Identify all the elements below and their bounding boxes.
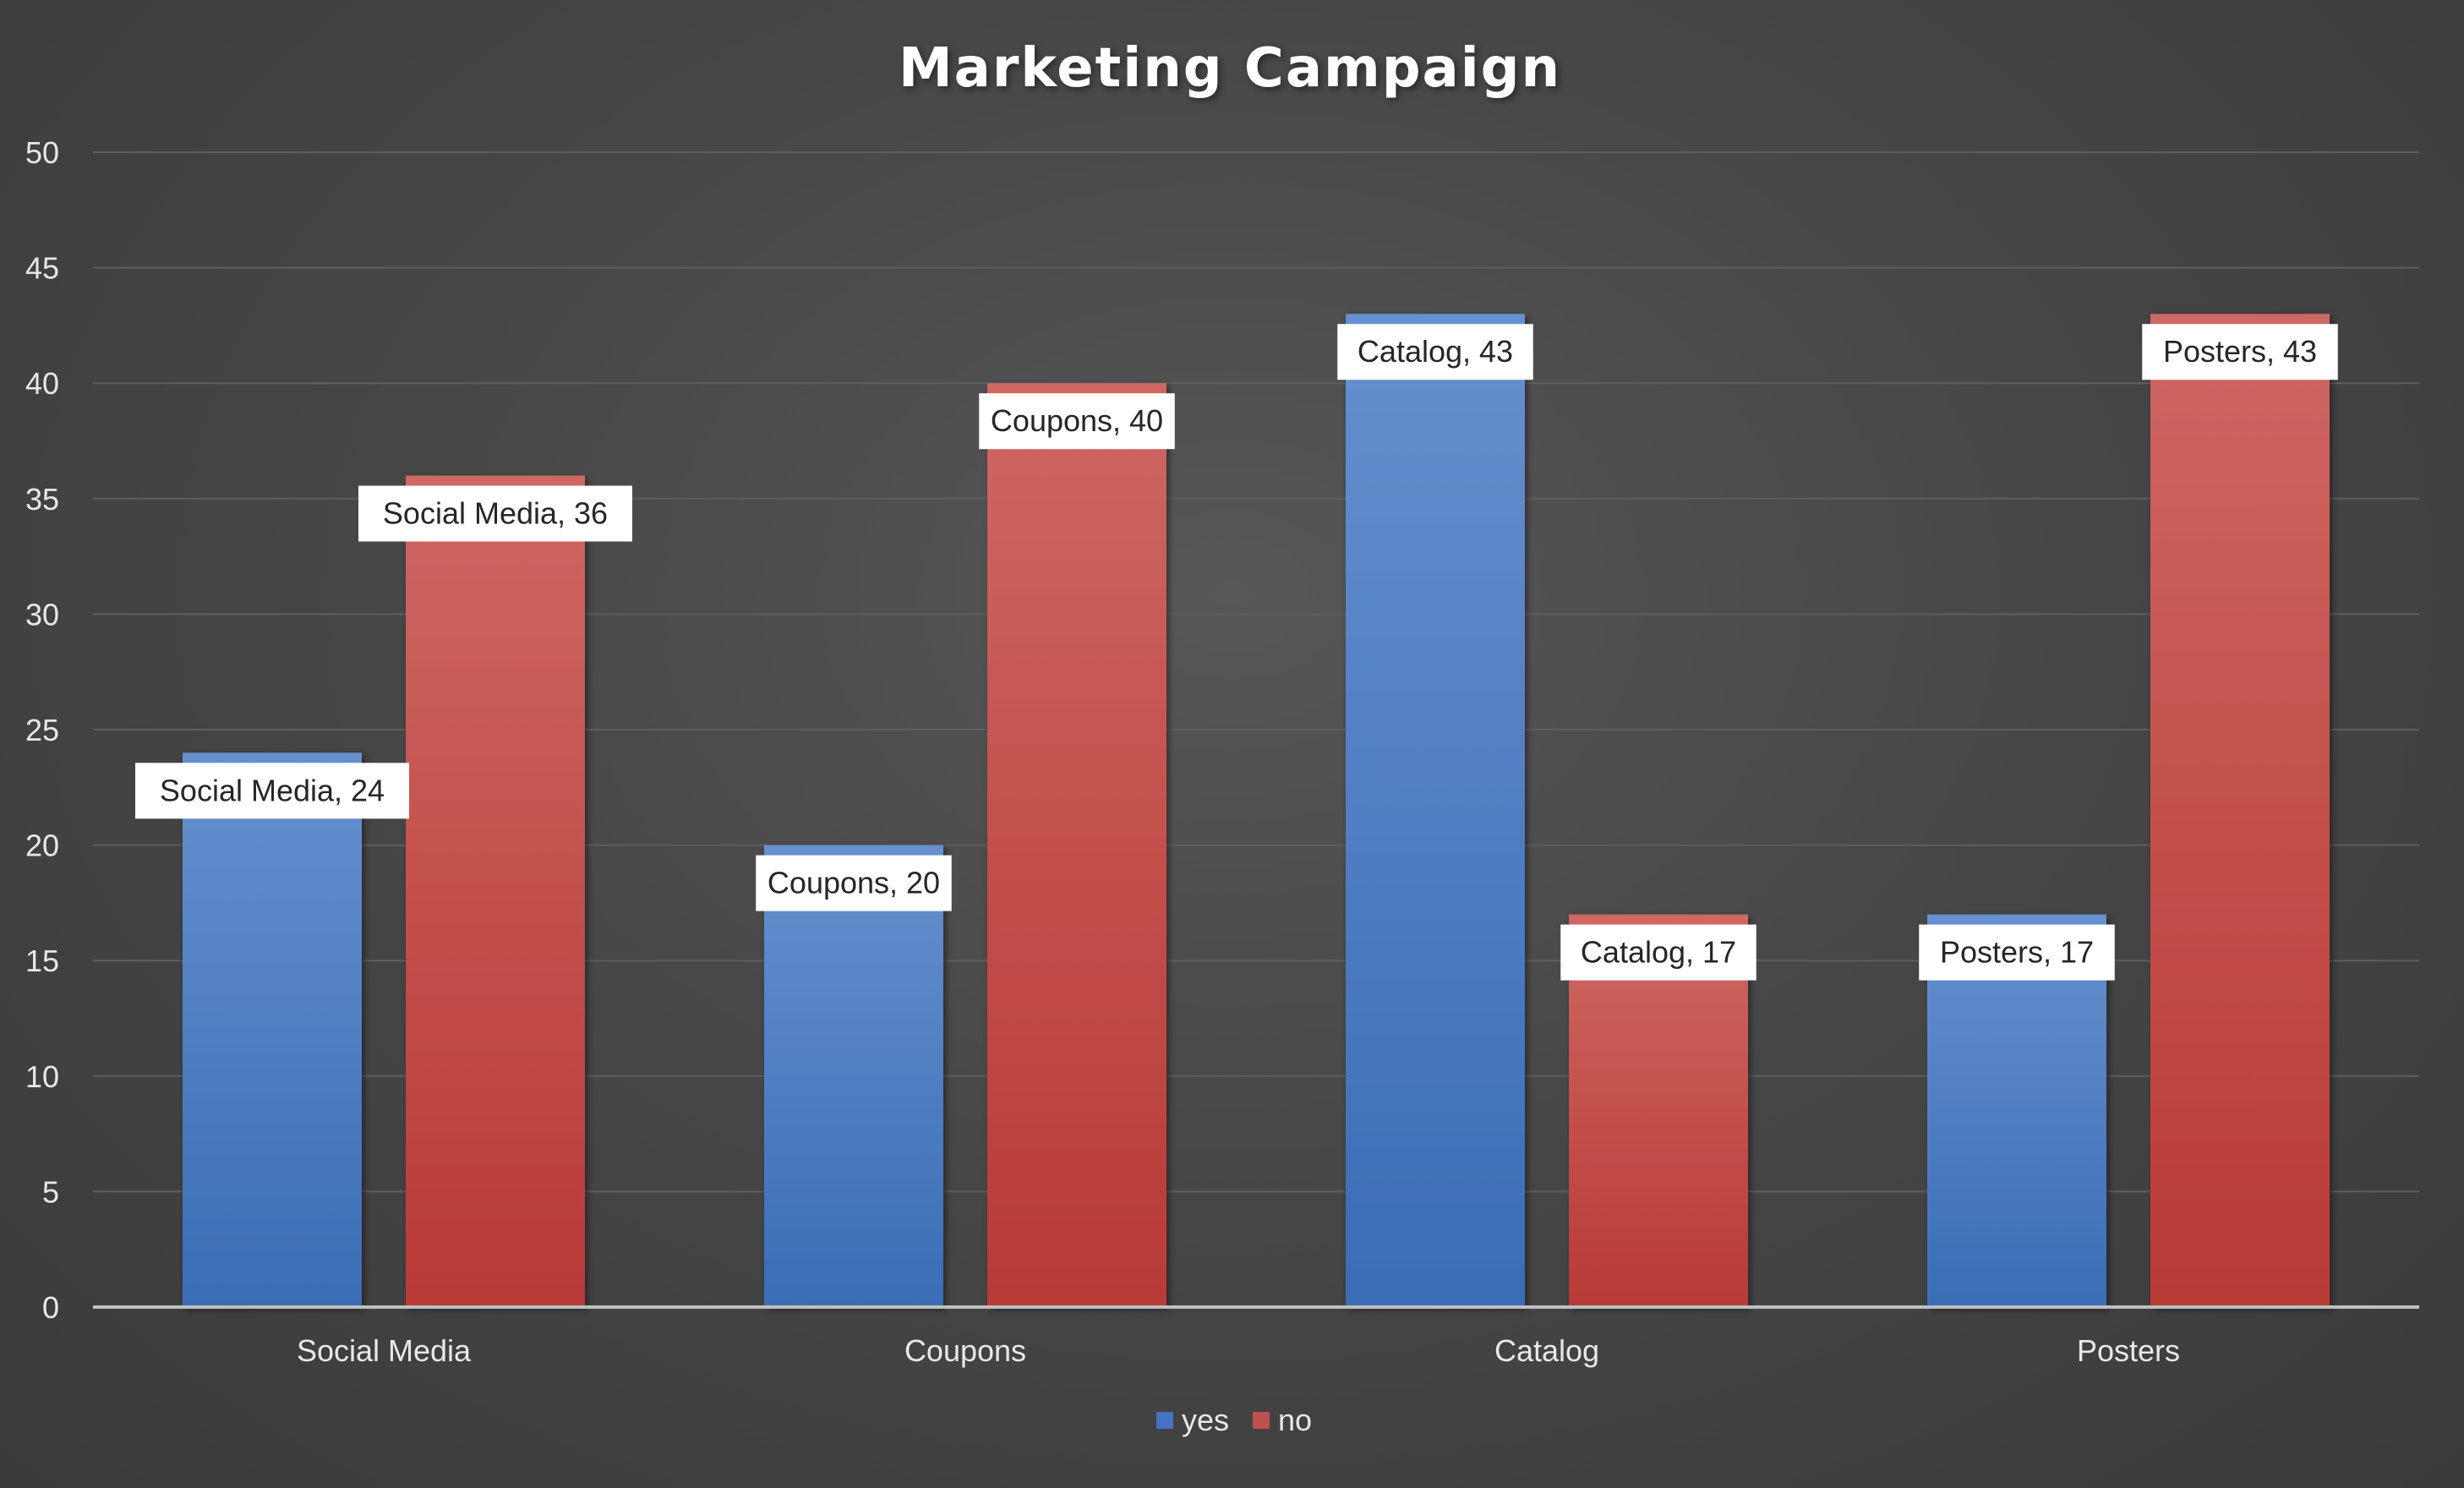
y-tick-label: 5	[42, 1174, 59, 1209]
y-tick-label: 10	[25, 1059, 59, 1094]
data-label-box	[1919, 924, 2115, 981]
y-tick-label: 50	[25, 135, 59, 170]
data-label-box	[756, 855, 952, 911]
data-label-box	[358, 485, 632, 542]
y-tick-label: 40	[25, 366, 59, 401]
data-label-box	[979, 393, 1175, 450]
data-labels: Social Media, 24 Social Media, 36 Coupons,…	[135, 324, 2338, 981]
data-label: Posters, 17	[1940, 935, 2094, 970]
y-tick-label: 15	[25, 944, 59, 978]
bars	[183, 314, 2330, 1308]
bar-no	[987, 383, 1166, 1308]
x-category-label: Posters	[2077, 1333, 2180, 1368]
bar-no	[406, 475, 585, 1307]
data-label-box	[135, 763, 409, 819]
legend-label-no: no	[1278, 1403, 1312, 1437]
data-label: Coupons, 20	[768, 866, 940, 900]
bar-no	[2150, 314, 2330, 1307]
legend-label-yes: yes	[1182, 1403, 1229, 1437]
y-tick-label: 35	[25, 482, 59, 517]
data-label-box	[1560, 924, 1756, 981]
legend-swatch-yes	[1156, 1412, 1173, 1429]
data-label-box	[1337, 324, 1533, 380]
y-tick-label: 0	[42, 1290, 59, 1325]
data-label: Posters, 43	[2163, 334, 2317, 369]
y-tick-label: 30	[25, 597, 59, 632]
y-axis-ticks: 0 5 10 15 20 25 30 35 40 45 50	[25, 135, 59, 1325]
data-label: Coupons, 40	[991, 403, 1163, 438]
x-axis-labels: Social Media Coupons Catalog Posters	[297, 1333, 2180, 1368]
data-label: Catalog, 43	[1358, 334, 1513, 369]
legend-swatch-no	[1253, 1412, 1270, 1429]
bar-yes	[764, 845, 943, 1307]
y-tick-label: 20	[25, 829, 59, 863]
data-label: Social Media, 24	[160, 773, 385, 807]
bar-yes	[1346, 314, 1525, 1307]
chart-title: Marketing Campaign	[899, 37, 1561, 100]
data-label-box	[2142, 324, 2338, 380]
x-category-label: Social Media	[297, 1333, 472, 1368]
bar-yes	[183, 752, 362, 1307]
data-label: Social Media, 36	[383, 495, 608, 530]
data-label: Catalog, 17	[1581, 935, 1736, 970]
y-tick-label: 25	[25, 713, 59, 747]
y-tick-label: 45	[25, 251, 59, 286]
x-category-label: Coupons	[904, 1333, 1026, 1368]
legend: yes no	[1156, 1403, 1312, 1437]
x-category-label: Catalog	[1494, 1333, 1599, 1368]
